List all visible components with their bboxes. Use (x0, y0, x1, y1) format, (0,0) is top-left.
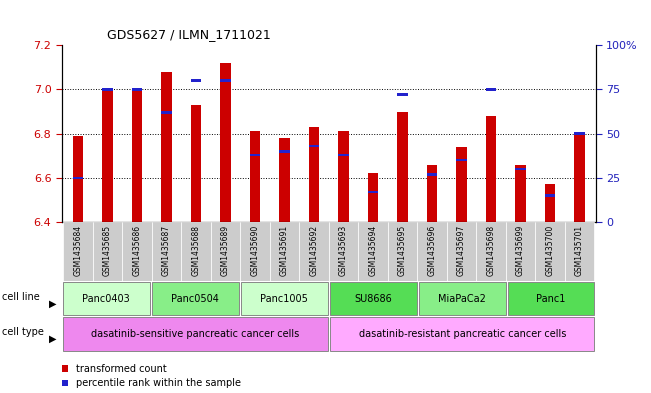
Bar (397, 94, 408, 96)
Bar (279, 138, 290, 222)
Bar (535, 222, 564, 281)
Text: SU8686: SU8686 (354, 294, 392, 304)
Text: GSM1435696: GSM1435696 (428, 225, 436, 276)
Text: transformed count: transformed count (76, 364, 167, 374)
Text: cell type: cell type (2, 327, 44, 338)
Bar (447, 222, 477, 281)
Bar (358, 222, 388, 281)
Text: GSM1435701: GSM1435701 (575, 225, 584, 276)
Text: Panc0504: Panc0504 (171, 294, 219, 304)
Text: GSM1435691: GSM1435691 (280, 225, 289, 276)
Bar (191, 79, 201, 82)
Bar (161, 72, 172, 222)
Bar (309, 127, 319, 222)
Bar (299, 222, 329, 281)
Bar (456, 147, 467, 222)
Text: GSM1435694: GSM1435694 (368, 225, 378, 276)
Bar (506, 222, 535, 281)
Bar (211, 222, 240, 281)
Bar (330, 282, 417, 315)
Text: dasatinib-resistant pancreatic cancer cells: dasatinib-resistant pancreatic cancer ce… (359, 329, 566, 339)
Bar (240, 222, 270, 281)
Bar (427, 165, 437, 222)
Text: GSM1435699: GSM1435699 (516, 225, 525, 276)
Text: cell line: cell line (2, 292, 40, 302)
Text: percentile rank within the sample: percentile rank within the sample (76, 378, 241, 388)
Text: ▶: ▶ (49, 298, 57, 309)
Bar (152, 222, 181, 281)
Bar (397, 112, 408, 222)
Bar (250, 154, 260, 156)
Bar (241, 282, 327, 315)
Bar (486, 116, 496, 222)
Bar (93, 222, 122, 281)
Bar (339, 131, 349, 222)
Bar (73, 176, 83, 179)
Text: GSM1435688: GSM1435688 (191, 225, 201, 276)
Text: GSM1435697: GSM1435697 (457, 225, 466, 276)
Text: MiaPaCa2: MiaPaCa2 (438, 294, 486, 304)
Bar (477, 222, 506, 281)
Bar (250, 131, 260, 222)
Text: Panc1005: Panc1005 (260, 294, 308, 304)
Text: GSM1435685: GSM1435685 (103, 225, 112, 276)
Text: GDS5627 / ILMN_1711021: GDS5627 / ILMN_1711021 (107, 28, 271, 41)
Bar (102, 88, 113, 91)
Bar (427, 173, 437, 176)
Bar (221, 63, 230, 222)
Text: ▶: ▶ (49, 334, 57, 344)
Bar (545, 194, 555, 197)
Bar (330, 318, 594, 351)
Text: GSM1435700: GSM1435700 (546, 225, 555, 276)
Text: GSM1435695: GSM1435695 (398, 225, 407, 276)
Bar (388, 222, 417, 281)
Bar (419, 282, 506, 315)
Text: GSM1435692: GSM1435692 (309, 225, 318, 276)
Bar (63, 222, 93, 281)
Text: GSM1435684: GSM1435684 (74, 225, 83, 276)
Bar (545, 184, 555, 222)
Bar (486, 88, 496, 91)
Bar (368, 191, 378, 193)
Bar (221, 79, 230, 82)
Bar (329, 222, 358, 281)
Text: GSM1435686: GSM1435686 (133, 225, 141, 276)
Bar (73, 136, 83, 222)
Text: GSM1435693: GSM1435693 (339, 225, 348, 276)
Bar (132, 88, 142, 91)
Bar (456, 159, 467, 162)
Bar (564, 222, 594, 281)
Bar (161, 111, 172, 114)
Text: Panc1: Panc1 (536, 294, 566, 304)
Text: Panc0403: Panc0403 (83, 294, 130, 304)
Bar (339, 154, 349, 156)
Bar (63, 282, 150, 315)
Text: GSM1435687: GSM1435687 (162, 225, 171, 276)
Bar (309, 145, 319, 147)
Bar (516, 168, 525, 170)
Bar (574, 132, 585, 135)
Text: GSM1435689: GSM1435689 (221, 225, 230, 276)
Bar (102, 90, 113, 222)
Bar (270, 222, 299, 281)
Bar (508, 282, 594, 315)
Text: GSM1435698: GSM1435698 (486, 225, 495, 276)
Bar (132, 90, 142, 222)
Bar (181, 222, 211, 281)
Bar (191, 105, 201, 222)
Bar (368, 173, 378, 222)
Text: dasatinib-sensitive pancreatic cancer cells: dasatinib-sensitive pancreatic cancer ce… (91, 329, 299, 339)
Bar (516, 165, 525, 222)
Bar (122, 222, 152, 281)
Bar (63, 318, 327, 351)
Bar (417, 222, 447, 281)
Bar (279, 150, 290, 152)
Bar (574, 134, 585, 222)
Text: GSM1435690: GSM1435690 (251, 225, 260, 276)
Bar (152, 282, 239, 315)
